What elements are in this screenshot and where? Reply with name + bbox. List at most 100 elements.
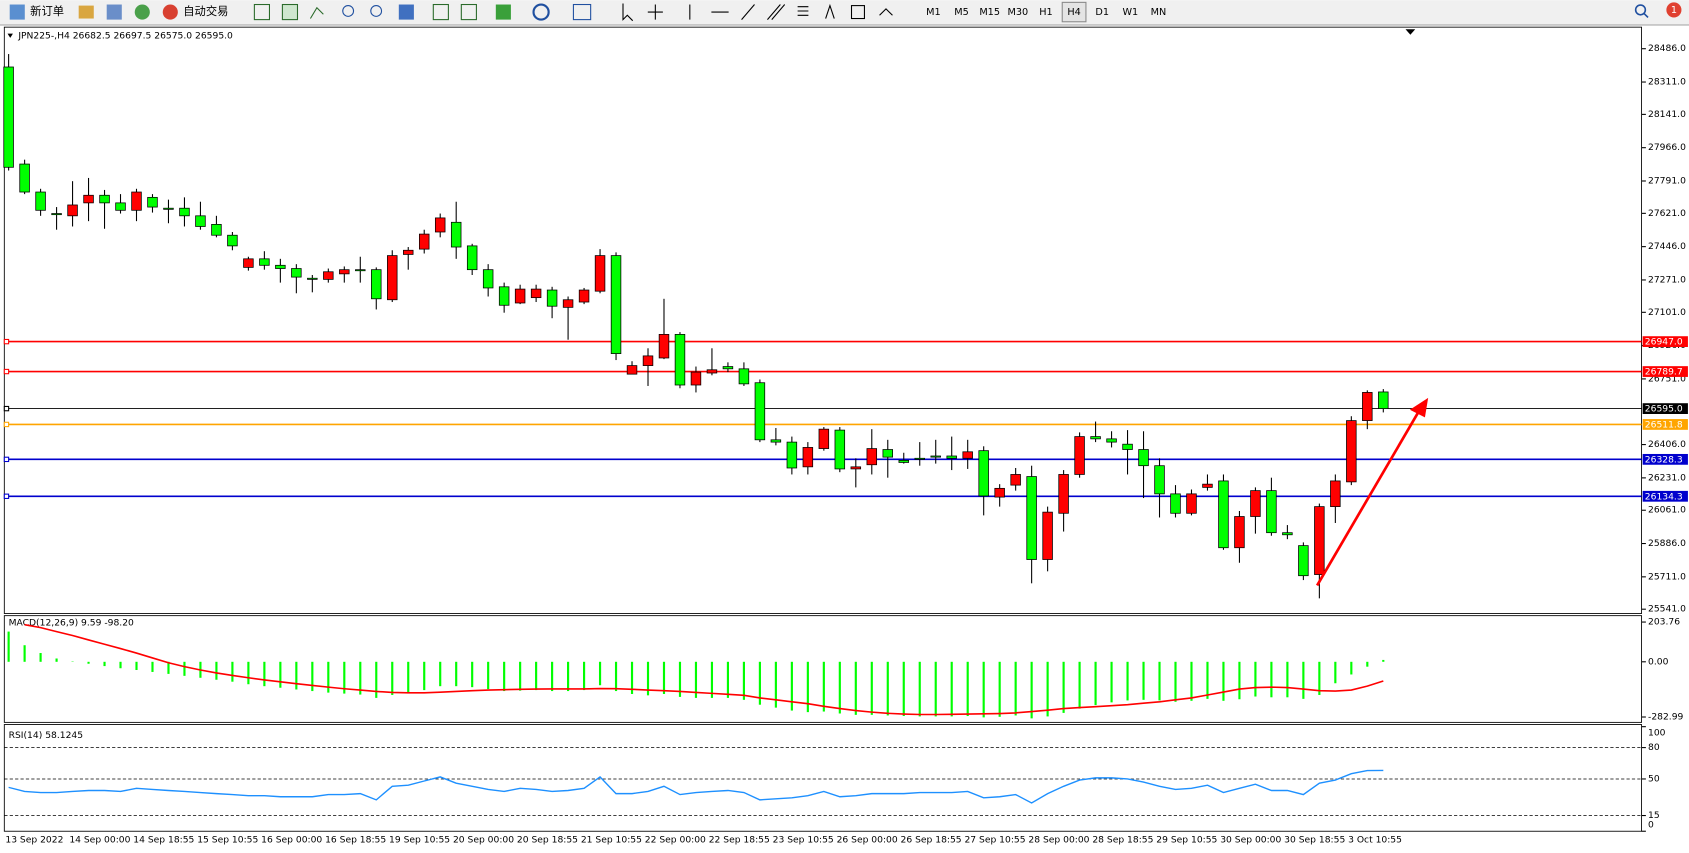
- candle-body: [291, 268, 302, 278]
- tool-icon[interactable]: [309, 6, 324, 19]
- level-label: 26947.0: [1645, 337, 1683, 348]
- auto-trading-icon[interactable]: [162, 4, 178, 20]
- timeframe-button[interactable]: M5: [954, 7, 969, 18]
- candle-body: [19, 163, 30, 193]
- candle-body: [930, 455, 941, 458]
- candle-body: [754, 382, 766, 441]
- candle-body: [1362, 392, 1373, 421]
- candle-body: [962, 451, 973, 459]
- y-tick-label: 28486.0: [1648, 43, 1686, 54]
- candle-body: [211, 224, 222, 236]
- candle-body: [387, 255, 398, 301]
- tool-icon[interactable]: [78, 5, 94, 19]
- text-tool[interactable]: [825, 3, 835, 19]
- x-tick-label: 19 Sep 10:55: [389, 834, 450, 845]
- rsi-line: [8, 769, 1384, 804]
- y-tick-label: -282.99: [1648, 712, 1684, 723]
- x-tick-label: 14 Sep 18:55: [133, 834, 194, 845]
- zoom-out[interactable]: [370, 5, 383, 17]
- candle-body: [690, 371, 702, 386]
- x-tick-label: 26 Sep 18:55: [901, 834, 962, 845]
- candle-body: [722, 366, 734, 370]
- timeframe-button[interactable]: D1: [1095, 7, 1109, 18]
- cursor-tool[interactable]: [622, 3, 634, 22]
- candle-body: [1106, 438, 1117, 443]
- new-order-button[interactable]: 新订单: [30, 4, 64, 18]
- trend-arrow-head: [1409, 397, 1429, 418]
- candle-body: [195, 215, 206, 227]
- timeframe-button[interactable]: M30: [1007, 7, 1028, 18]
- candle-body: [994, 487, 1005, 498]
- tool-icon[interactable]: [460, 3, 477, 21]
- candle-body: [1042, 511, 1053, 560]
- timeframe-button[interactable]: M15: [979, 7, 1000, 18]
- tool-icon[interactable]: [495, 4, 511, 20]
- candle-body: [674, 334, 686, 386]
- candle-body: [355, 269, 366, 272]
- timeframe-button[interactable]: M1: [926, 7, 941, 18]
- tool-icon[interactable]: [134, 4, 150, 20]
- candle-body: [466, 245, 478, 271]
- candle-body: [1218, 480, 1229, 549]
- candle-body: [898, 459, 909, 463]
- y-tick-label: 28141.0: [1648, 109, 1686, 120]
- fibo-tool[interactable]: [797, 6, 809, 16]
- timeframe-button[interactable]: W1: [1122, 7, 1138, 18]
- candle-body: [1250, 490, 1261, 517]
- timeframe-button[interactable]: MN: [1151, 7, 1167, 18]
- candle-body: [1346, 420, 1357, 483]
- x-tick-label: 16 Sep 00:00: [261, 834, 322, 845]
- candle-body: [514, 288, 526, 304]
- candle-body: [339, 269, 350, 275]
- candle-body: [1314, 506, 1325, 575]
- candle-body: [626, 365, 638, 375]
- level-label: 26789.7: [1645, 367, 1683, 378]
- candle-body: [35, 191, 46, 211]
- timeframe-button[interactable]: H1: [1039, 7, 1052, 18]
- tool-icon[interactable]: [432, 3, 449, 21]
- candle-body: [418, 233, 430, 250]
- shapes-tool[interactable]: [879, 8, 893, 16]
- candle-body: [323, 271, 334, 280]
- tool-icon[interactable]: [572, 3, 592, 21]
- timeframe-button[interactable]: H4: [1067, 7, 1080, 18]
- x-tick-label: 22 Sep 00:00: [645, 834, 706, 845]
- y-tick-label: 25541.0: [1648, 604, 1686, 615]
- trend-arrow: [1315, 411, 1420, 587]
- level-label-box: [1642, 366, 1688, 377]
- y-tick-label: 27621.0: [1648, 208, 1686, 219]
- level-label: 26328.3: [1645, 454, 1683, 465]
- tool-icon[interactable]: [253, 3, 271, 21]
- level-label: 26134.3: [1645, 491, 1683, 502]
- new-order-icon[interactable]: [9, 4, 25, 20]
- panel-title: RSI(14) 58.1245: [9, 730, 84, 741]
- tool-icon[interactable]: [281, 3, 299, 21]
- channel-tool[interactable]: [767, 4, 786, 20]
- toolbar-buttons: 新订单 自动交易 1 M1 M5 M15 M30 H1 H4 D1 W1 MN: [9, 1, 1682, 23]
- tool-icon[interactable]: [106, 4, 122, 20]
- candle-body: [179, 207, 190, 217]
- search-icon[interactable]: [1634, 4, 1647, 16]
- level-label: 26595.0: [1645, 404, 1683, 415]
- tool-icon[interactable]: [398, 4, 414, 20]
- candle-body: [83, 194, 94, 204]
- candle-body: [482, 269, 494, 289]
- auto-trading-button[interactable]: 自动交易: [183, 4, 228, 18]
- notification-badge[interactable]: [1666, 2, 1682, 18]
- zoom-in[interactable]: [342, 5, 355, 17]
- crosshair-tool[interactable]: [647, 4, 663, 20]
- x-tick-label: 28 Sep 00:00: [1028, 834, 1089, 845]
- tool-icon[interactable]: [532, 3, 550, 21]
- candle-body: [67, 204, 78, 217]
- rsi-frame: [3, 724, 1643, 832]
- level-handle: [3, 338, 10, 345]
- y-tick-label: 26231.0: [1648, 472, 1686, 483]
- candle-body: [227, 234, 238, 247]
- x-tick-label: 13 Sep 2022: [5, 834, 63, 845]
- trend-tool[interactable]: [741, 4, 755, 20]
- label-tool[interactable]: [850, 5, 865, 20]
- candle-body: [1282, 532, 1293, 536]
- x-tick-label: 3 Oct 10:55: [1348, 834, 1402, 845]
- notification-count[interactable]: 1: [1671, 5, 1677, 16]
- level-handle: [3, 405, 10, 412]
